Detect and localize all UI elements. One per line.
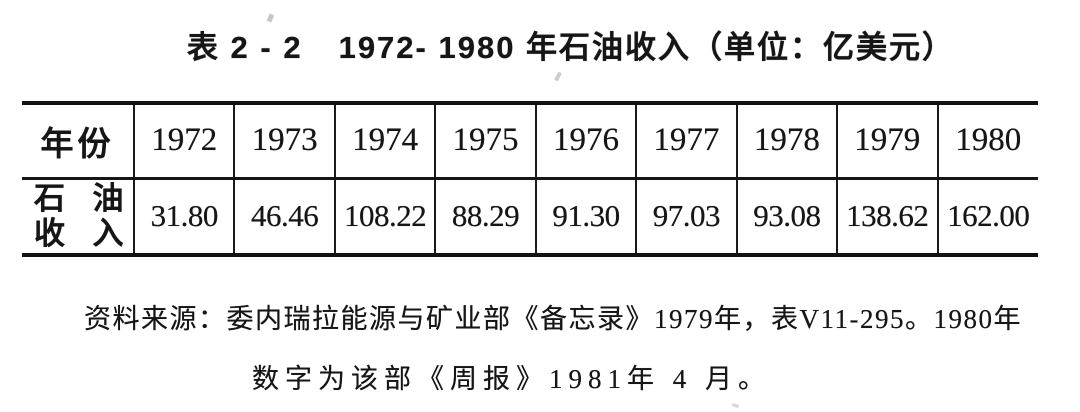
table-title-text: 1972- 1980 年石油收入（单位：亿美元）	[338, 30, 956, 65]
oil-revenue-table: 年份 1972 1973 1974 1975 1976 1977 1978 19…	[22, 101, 1038, 257]
revenue-value-cell: 138.62	[836, 178, 939, 255]
revenue-label-cell: 石 油 收 入	[22, 178, 135, 255]
year-cell: 1974	[333, 103, 437, 180]
source-note-line1: 资料来源：委内瑞拉能源与矿业部《备忘录》1979年，表V11-295。1980年	[84, 304, 1022, 334]
year-cell: 1976	[534, 103, 638, 180]
revenue-label-line2: 收 入	[34, 215, 124, 251]
year-header-row: 年份 1972 1973 1974 1975 1976 1977 1978 19…	[22, 103, 1038, 180]
year-cell: 1977	[635, 103, 738, 180]
year-header-cell: 年份	[22, 103, 135, 180]
revenue-value-cell: 97.03	[635, 178, 738, 255]
table-number: 表 2 - 2	[186, 30, 303, 65]
revenue-label-line1: 石 油	[34, 180, 124, 216]
revenue-value-cell: 91.30	[534, 178, 638, 255]
year-cell: 1972	[132, 103, 236, 180]
year-cell: 1980	[936, 103, 1038, 180]
year-cell: 1973	[233, 103, 336, 180]
revenue-value-cell: 88.29	[434, 178, 537, 255]
revenue-value-cell: 46.46	[233, 178, 336, 255]
revenue-value-cell: 31.80	[132, 178, 236, 255]
year-cell: 1979	[836, 103, 939, 180]
year-cell: 1978	[735, 103, 839, 180]
revenue-data-row: 石 油 收 入 31.80 46.46 108.22 88.29 91.30 9…	[22, 178, 1038, 255]
scan-artifact	[731, 402, 740, 409]
source-note-line2: 数字为该部《周报》1981年 4 月。	[252, 364, 771, 394]
table-title: 表 2 - 2 1972- 1980 年石油收入（单位：亿美元）	[0, 22, 1080, 67]
year-cell: 1975	[434, 103, 537, 180]
revenue-value-cell: 108.22	[333, 178, 437, 255]
scan-artifact	[554, 71, 562, 82]
revenue-value-cell: 93.08	[735, 178, 839, 255]
revenue-value-cell: 162.00	[936, 178, 1038, 255]
